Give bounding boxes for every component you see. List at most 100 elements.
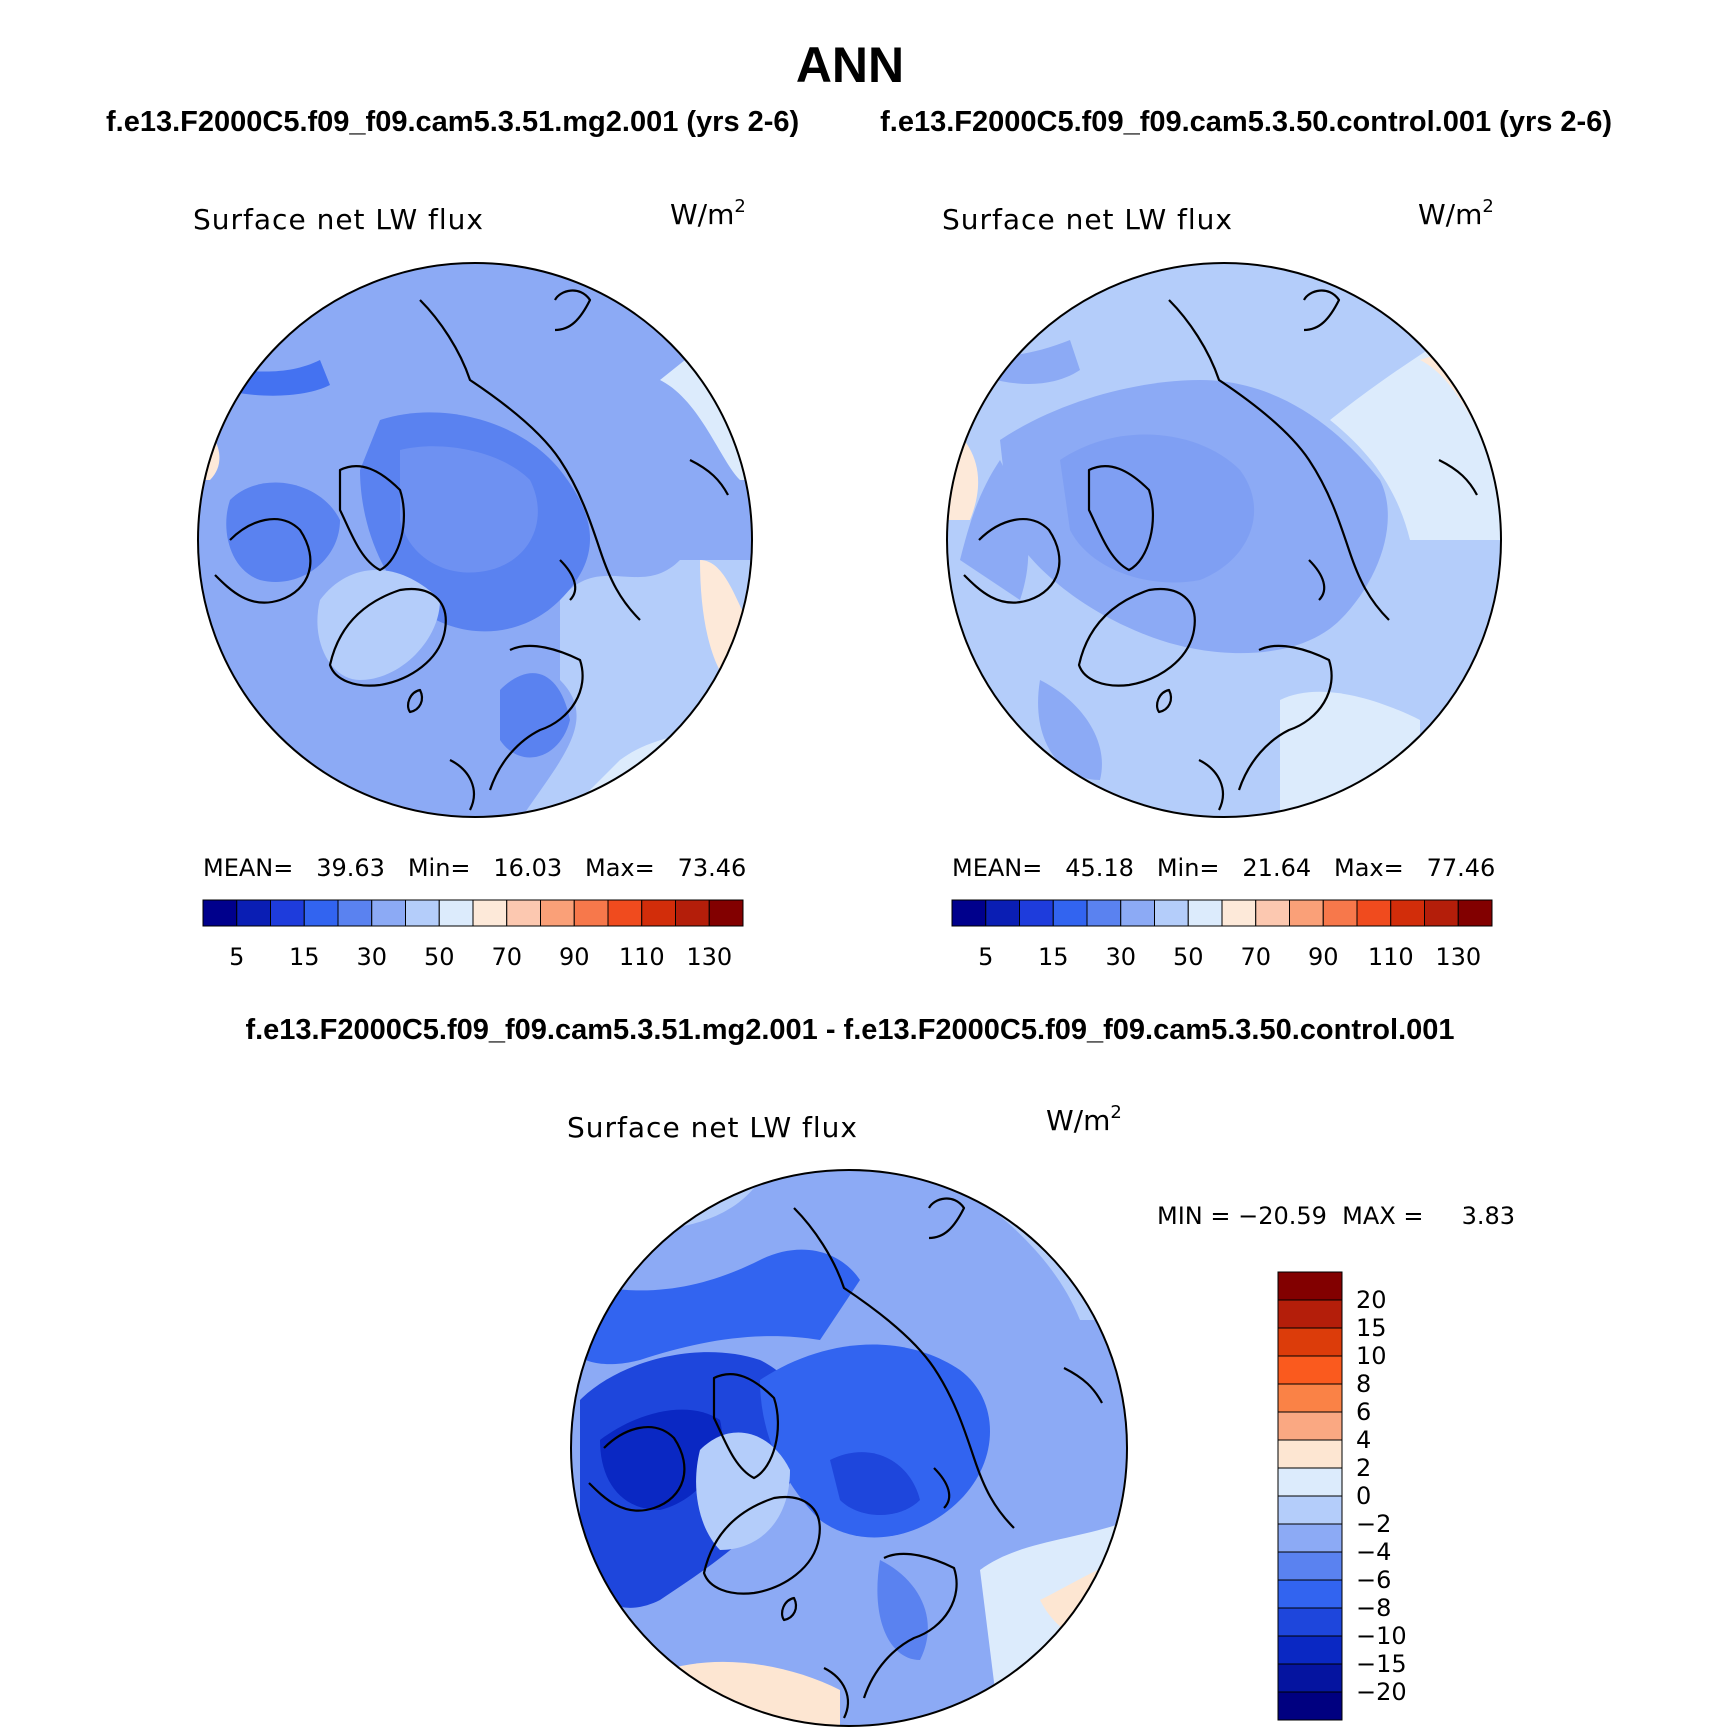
left-colorbar-box (303, 899, 339, 927)
right-colorbar-box (1356, 899, 1392, 927)
left-colorbar-box (236, 899, 271, 927)
left-colorbar-box (438, 899, 474, 927)
diff-colorbar-tick-label: −2 (1356, 1510, 1391, 1538)
right-colorbar-box (1187, 899, 1223, 927)
diff-map-units: W/m2 (1046, 1102, 1122, 1137)
diff-colorbar-box (1277, 1411, 1343, 1441)
diff-map-variable-title: Surface net LW flux (567, 1111, 858, 1144)
left-colorbar-tick-label: 50 (424, 943, 455, 971)
diff-colorbar-tick-label: 2 (1356, 1454, 1371, 1482)
diff-colorbar-box (1277, 1607, 1343, 1637)
diff-colorbar-box (1277, 1523, 1343, 1553)
left-map-boundary (197, 262, 753, 818)
diff-colorbar-box (1277, 1271, 1343, 1301)
diff-colorbar-box (1277, 1299, 1343, 1329)
right-map-boundary (946, 262, 1502, 818)
left-colorbar-tick-label: 70 (491, 943, 522, 971)
diff-map-stats: MIN = −20.59 MAX = 3.83 (1157, 1202, 1515, 1230)
left-colorbar-box (337, 899, 373, 927)
left-colorbar-box (607, 899, 643, 927)
diff-colorbar-tick-label: −20 (1356, 1678, 1407, 1706)
diff-colorbar-box (1277, 1663, 1343, 1693)
left-colorbar-box (405, 899, 440, 927)
left-colorbar-box (708, 899, 744, 927)
diff-colorbar-box (1277, 1383, 1343, 1413)
right-colorbar-box (1120, 899, 1155, 927)
left-colorbar-box (202, 899, 238, 927)
right-map-stats: MEAN= 45.18 Min= 21.64 Max= 77.46 (952, 854, 1495, 882)
right-colorbar-box (985, 899, 1020, 927)
left-colorbar-box (270, 899, 305, 927)
right-map-variable-title: Surface net LW flux (942, 203, 1233, 236)
diff-panel-header: f.e13.F2000C5.f09_f09.cam5.3.51.mg2.001 … (245, 1014, 1454, 1046)
left-map-field (198, 263, 752, 817)
right-colorbar-tick-label: 90 (1308, 943, 1339, 971)
right-colorbar-box (1457, 899, 1493, 927)
diff-map-boundary (570, 1169, 1128, 1727)
diff-colorbar-tick-label: −10 (1356, 1622, 1407, 1650)
right-map-coastlines (963, 289, 1478, 811)
left-map-variable-title: Surface net LW flux (193, 203, 484, 236)
diff-colorbar-box (1277, 1691, 1343, 1721)
diff-colorbar-box (1277, 1467, 1343, 1497)
left-map-stats: MEAN= 39.63 Min= 16.03 Max= 73.46 (203, 854, 746, 882)
diff-colorbar-tick-label: −8 (1356, 1594, 1391, 1622)
diff-colorbar-tick-label: −6 (1356, 1566, 1391, 1594)
left-colorbar-tick-label: 110 (619, 943, 665, 971)
right-colorbar-tick-label: 110 (1368, 943, 1414, 971)
right-colorbar: 5 15 30 50 70 90 110 130 (951, 899, 1493, 971)
right-colorbar-box (1019, 899, 1054, 927)
left-colorbar-box (641, 899, 676, 927)
diff-colorbar-box (1277, 1355, 1343, 1385)
right-colorbar-box (1154, 899, 1189, 927)
right-colorbar-tick-label: 50 (1173, 943, 1204, 971)
right-colorbar-box (1052, 899, 1088, 927)
right-colorbar-tick-label: 30 (1105, 943, 1136, 971)
left-colorbar-box (506, 899, 541, 927)
left-colorbar-tick-label: 15 (289, 943, 320, 971)
diff-colorbar-tick-label: −15 (1356, 1650, 1407, 1678)
right-colorbar-box (1322, 899, 1358, 927)
diff-colorbar-box (1277, 1439, 1343, 1469)
diff-colorbar-box (1277, 1635, 1343, 1665)
left-map-panel: Surface net LW flux W/m2 (193, 196, 753, 971)
left-colorbar: 5 15 30 50 70 90 110 130 (202, 899, 744, 971)
right-colorbar-box (1289, 899, 1324, 927)
diff-colorbar-tick-label: 20 (1356, 1286, 1387, 1314)
right-colorbar-box (1390, 899, 1425, 927)
left-colorbar-box (371, 899, 406, 927)
diff-colorbar-box (1277, 1551, 1343, 1581)
right-colorbar-box (1086, 899, 1122, 927)
right-map-field (947, 263, 1501, 817)
left-colorbar-tick-label: 130 (686, 943, 732, 971)
diff-colorbar-box (1277, 1327, 1343, 1357)
diff-map-coastlines (588, 1197, 1103, 1719)
right-colorbar-tick-label: 70 (1240, 943, 1271, 971)
figure-title: ANN (796, 37, 904, 93)
diff-colorbar-box (1277, 1579, 1343, 1609)
left-colorbar-box (675, 899, 710, 927)
left-map-coastlines (214, 289, 729, 811)
right-map-units: W/m2 (1418, 196, 1494, 231)
right-colorbar-tick-label: 130 (1435, 943, 1481, 971)
diff-colorbar-box (1277, 1495, 1343, 1525)
right-colorbar-tick-label: 5 (978, 943, 993, 971)
left-colorbar-box (540, 899, 575, 927)
left-colorbar-tick-label: 30 (356, 943, 387, 971)
left-colorbar-tick-label: 90 (559, 943, 590, 971)
right-map-panel: Surface net LW flux W/m2 (942, 196, 1502, 971)
diff-colorbar-tick-label: 15 (1356, 1314, 1387, 1342)
right-colorbar-box (1255, 899, 1290, 927)
right-colorbar-tick-label: 15 (1038, 943, 1069, 971)
left-map-units: W/m2 (670, 196, 746, 231)
diff-colorbar-tick-label: −4 (1356, 1538, 1391, 1566)
left-panel-header: f.e13.F2000C5.f09_f09.cam5.3.51.mg2.001 … (106, 106, 799, 138)
right-colorbar-box (1221, 899, 1257, 927)
right-colorbar-box (951, 899, 987, 927)
left-colorbar-tick-label: 5 (229, 943, 244, 971)
diff-colorbar-tick-label: 4 (1356, 1426, 1371, 1454)
diff-colorbar-tick-label: 8 (1356, 1370, 1371, 1398)
left-colorbar-box (573, 899, 609, 927)
